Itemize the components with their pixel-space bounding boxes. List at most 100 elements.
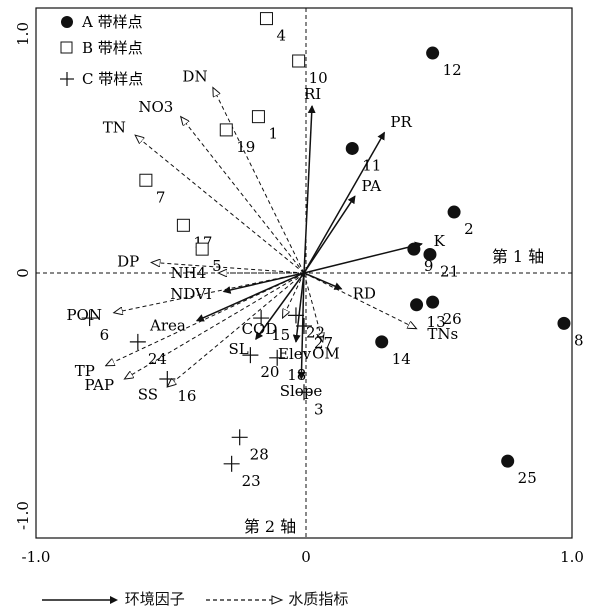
vector-label-elev: Elev xyxy=(278,345,312,363)
legend-b-marker xyxy=(60,41,73,54)
point-c-6 xyxy=(81,310,98,327)
point-c-22 xyxy=(287,307,304,324)
point-c-23 xyxy=(223,455,240,472)
vector-no3 xyxy=(181,117,305,274)
legend-a-marker xyxy=(61,16,73,28)
point-a-9 xyxy=(407,242,421,256)
vector-label-pon: PON xyxy=(66,306,102,324)
vector-dp xyxy=(151,262,305,274)
point-c-6-label: 6 xyxy=(100,326,110,344)
legend-c-label: C 带样点 xyxy=(82,70,143,88)
point-a-12 xyxy=(426,46,440,60)
point-a-9-label: 9 xyxy=(424,257,434,275)
vector-pr xyxy=(303,131,386,274)
footer-env-item: 环境因子 xyxy=(40,588,185,609)
point-b-19 xyxy=(219,123,233,137)
vector-label-k: K xyxy=(434,232,446,250)
point-b-1 xyxy=(251,110,265,124)
point-c-18 xyxy=(269,349,286,366)
vector-label-om: OM xyxy=(312,344,340,362)
point-c-20-label: 20 xyxy=(260,363,279,381)
point-a-8-label: 8 xyxy=(574,331,584,349)
point-c-15-label: 15 xyxy=(271,326,290,344)
point-b-1-label: 1 xyxy=(268,125,278,143)
vector-label-nh4: NH4 xyxy=(170,264,206,282)
point-a-21-label: 21 xyxy=(440,262,459,280)
point-c-27 xyxy=(296,318,312,334)
point-c-28 xyxy=(231,429,248,446)
vector-label-tns: TNs xyxy=(427,325,458,343)
vector-pa xyxy=(303,195,356,274)
vector-label-ss: SS xyxy=(138,386,158,404)
vector-tp xyxy=(106,272,305,366)
point-c-22-label: 22 xyxy=(306,323,325,341)
point-a-26-label: 26 xyxy=(443,310,462,328)
vectors-layer: RI PR PA K RD NDVI Area SL Elev Slope DN NO3 TN DP NH4… xyxy=(66,68,458,404)
vector-label-ndvi: NDVI xyxy=(170,285,212,303)
y-tick-top: 1.0 xyxy=(14,22,32,46)
legend-a-label: A 带样点 xyxy=(81,13,143,31)
point-a-14 xyxy=(375,335,389,349)
vector-rd xyxy=(303,272,343,290)
point-c-24-label: 24 xyxy=(148,350,167,368)
vector-label-pr: PR xyxy=(390,113,412,131)
footer-legend: 环境因子 水质指标 xyxy=(40,588,362,609)
point-a-14-label: 14 xyxy=(392,350,411,368)
vector-pon xyxy=(114,272,305,313)
point-b-7 xyxy=(139,173,153,187)
vector-area xyxy=(195,272,305,322)
vector-label-pa: PA xyxy=(362,177,382,195)
legend: A 带样点 B 带样点 C 带样点 xyxy=(60,13,143,88)
vector-elev xyxy=(292,272,305,343)
vector-label-no3: NO3 xyxy=(138,98,173,116)
point-a-13 xyxy=(410,298,424,312)
point-a-2-label: 2 xyxy=(464,220,474,238)
point-c-28-label: 28 xyxy=(250,445,269,463)
point-b-19-label: 19 xyxy=(236,138,255,156)
axis2-label: 第 2 轴 xyxy=(244,517,296,536)
x-tick-right: 1.0 xyxy=(560,548,584,566)
vector-label-area: Area xyxy=(149,317,186,335)
point-c-20 xyxy=(242,347,259,364)
point-b-7-label: 7 xyxy=(156,188,166,206)
point-a-26 xyxy=(426,295,440,309)
vector-label-rd: RD xyxy=(353,285,376,303)
vector-label-sl: SL xyxy=(228,340,248,358)
vector-ri xyxy=(303,105,316,274)
point-c-16 xyxy=(159,371,176,387)
vector-tn xyxy=(135,135,305,274)
point-a-11-label: 11 xyxy=(362,156,381,174)
point-b-4-label: 4 xyxy=(276,27,286,45)
vector-label-slope: Slope xyxy=(280,382,323,400)
footer-env-label: 环境因子 xyxy=(124,590,185,608)
vector-label-dp: DP xyxy=(117,253,139,271)
vector-ss xyxy=(167,272,305,387)
point-c-23-label: 23 xyxy=(242,472,261,490)
vector-sl xyxy=(255,272,305,341)
point-c-15 xyxy=(253,310,270,327)
axis1-label: 第 1 轴 xyxy=(492,247,544,266)
y-tick-zero: 0 xyxy=(14,268,32,278)
footer-water-label: 水质指标 xyxy=(288,590,349,608)
point-b-17 xyxy=(176,218,190,232)
vector-cod xyxy=(283,272,305,318)
point-c-27-label: 27 xyxy=(314,334,333,352)
point-b-5 xyxy=(195,242,209,256)
point-b-10 xyxy=(292,54,306,68)
point-c-24 xyxy=(129,333,146,350)
point-a-2 xyxy=(447,205,461,219)
legend-b-label: B 带样点 xyxy=(82,39,143,57)
point-c-18-label: 18 xyxy=(287,366,306,384)
vector-label-dn: DN xyxy=(182,68,207,86)
legend-c-marker xyxy=(60,72,74,86)
point-c-3 xyxy=(296,384,312,401)
point-a-12-label: 12 xyxy=(443,61,462,79)
env-vector-legend-line xyxy=(42,596,118,604)
vector-k xyxy=(303,241,423,274)
y-tick-bottom: -1.0 xyxy=(14,501,32,530)
vector-label-ri: RI xyxy=(304,85,321,103)
vector-label-tp: TP xyxy=(75,362,95,380)
point-a-21 xyxy=(423,247,437,261)
